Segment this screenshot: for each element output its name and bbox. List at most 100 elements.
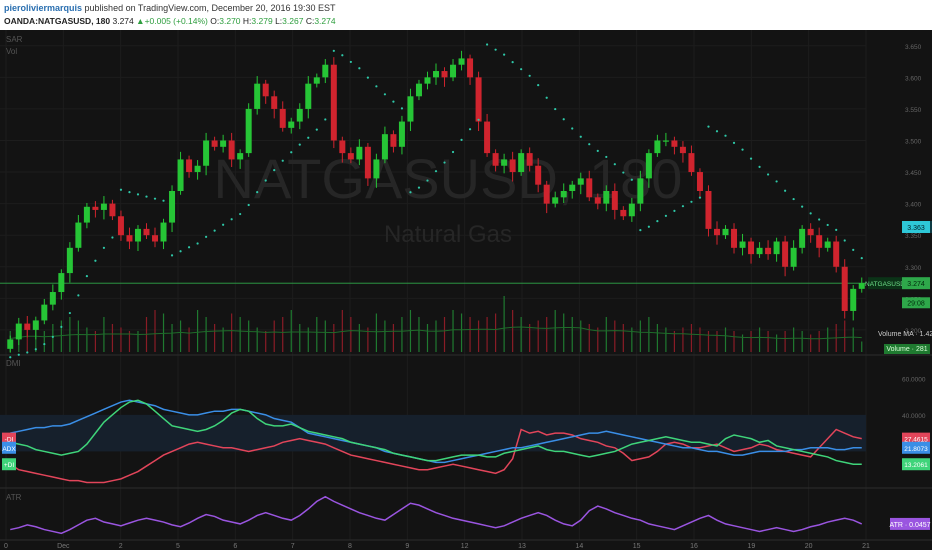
- watermark-name: Natural Gas: [384, 221, 512, 248]
- volume-bar: [231, 313, 233, 352]
- open-value: 3.270: [219, 16, 241, 26]
- volume-bar: [648, 317, 650, 352]
- sar-dot: [630, 178, 633, 181]
- sar-dot: [213, 229, 216, 232]
- sar-dot: [111, 236, 114, 239]
- dmi-line-di: [10, 399, 862, 465]
- candle-body: [858, 283, 865, 289]
- volume-bar: [171, 324, 173, 352]
- candle-body: [58, 273, 65, 293]
- symbol-line[interactable]: OANDA:NATGASUSD, 180: [4, 16, 111, 26]
- dmi-title: DMI: [6, 359, 21, 368]
- current-price-value: 3.274: [907, 281, 925, 288]
- sar-dot: [647, 225, 650, 228]
- candle-body: [134, 228, 141, 242]
- candle-body: [807, 228, 814, 236]
- volume-bar: [324, 320, 326, 352]
- candle-body: [671, 140, 678, 147]
- dmi-value-box: [902, 441, 930, 454]
- volume-bar: [861, 341, 863, 352]
- volume-bar: [111, 324, 114, 352]
- volume-bar: [605, 317, 607, 352]
- sar-dot: [485, 43, 489, 46]
- sar-dot: [605, 155, 608, 159]
- symbol-info-line: OANDA:NATGASUSD, 180 3.274 ▲+0.005 (+0.1…: [4, 16, 336, 26]
- sar-dot: [51, 335, 54, 339]
- candle-body: [518, 153, 525, 173]
- sar-dot: [562, 118, 565, 121]
- candle-body: [450, 64, 457, 78]
- sar-dot: [26, 351, 29, 354]
- publish-line: pieroliviermarquis published on TradingV…: [4, 3, 336, 13]
- volume-ma-label: Volume MA · 1.423K: [878, 331, 932, 338]
- dmi-tick-label: 60.0000: [902, 376, 926, 383]
- sar-dot: [443, 161, 446, 164]
- volume-bar: [844, 320, 846, 352]
- volume-bar: [793, 327, 795, 352]
- price-tick-label: 3.200: [905, 328, 922, 335]
- volume-bar: [733, 331, 735, 352]
- volume-bar: [299, 324, 301, 352]
- sar-dot: [801, 205, 804, 208]
- author-link[interactable]: pieroliviermarquis: [4, 3, 83, 13]
- candle-body: [152, 235, 159, 242]
- sar-dot: [511, 61, 514, 64]
- candle-body: [339, 140, 346, 154]
- sar-dot: [588, 143, 591, 146]
- volume-bar: [392, 324, 395, 352]
- sar-dot: [128, 191, 131, 194]
- candle-body: [407, 96, 414, 122]
- volume-bar: [486, 317, 488, 352]
- candle-body: [262, 83, 269, 97]
- dmi-value-box: [902, 458, 930, 471]
- volume-bar: [665, 327, 667, 352]
- sar-dot: [34, 348, 37, 351]
- candle-body: [296, 108, 303, 122]
- candle-body: [415, 83, 422, 97]
- price-tick-label: 3.350: [905, 233, 922, 240]
- sar-dot: [468, 128, 472, 131]
- dmi-line-adx: [10, 399, 862, 464]
- volume-bar: [273, 320, 275, 352]
- volume-bar: [94, 331, 97, 352]
- candle-body: [75, 222, 82, 248]
- sar-dot: [358, 67, 361, 70]
- sar-dot: [307, 136, 310, 139]
- sar-dot: [273, 168, 276, 172]
- candle-body: [637, 178, 644, 204]
- volume-bar: [716, 331, 718, 352]
- candle-body: [603, 191, 610, 204]
- chart-area[interactable]: SAR Vol NATGASUSD, 180 Natural Gas DMI AT…: [0, 30, 932, 550]
- sar-value: 3.363: [907, 225, 925, 232]
- candle-body: [833, 241, 840, 267]
- chart-header: pieroliviermarquis published on TradingV…: [0, 0, 932, 30]
- candle-body: [586, 178, 593, 198]
- sar-dot: [400, 107, 404, 110]
- sar-dot: [503, 53, 506, 56]
- sar-dot: [698, 196, 702, 199]
- time-tick-label: 7: [291, 543, 295, 550]
- sar-dot: [119, 188, 123, 191]
- candle-body: [169, 191, 176, 223]
- volume-bar: [622, 324, 624, 352]
- dmi-value: 13.2061: [904, 462, 928, 469]
- volume-bar: [196, 310, 199, 352]
- volume-bar: [367, 327, 369, 352]
- price-change: +0.005 (+0.14%): [144, 16, 208, 26]
- volume-bar: [290, 310, 292, 352]
- volume-bar: [852, 327, 854, 352]
- volume-bar: [775, 334, 778, 352]
- candle-body: [782, 241, 789, 267]
- sar-dot: [835, 228, 838, 231]
- candle-body: [569, 184, 576, 191]
- volume-bar: [265, 331, 267, 352]
- grid-lines: SAR Vol: [0, 30, 932, 541]
- volume-bar: [758, 327, 761, 352]
- candle-body: [628, 203, 635, 217]
- price-tick-label: 3.450: [905, 170, 922, 177]
- high-value: 3.279: [251, 16, 273, 26]
- sar-dot: [775, 180, 778, 183]
- candle-body: [526, 153, 533, 166]
- candle-body: [790, 247, 797, 267]
